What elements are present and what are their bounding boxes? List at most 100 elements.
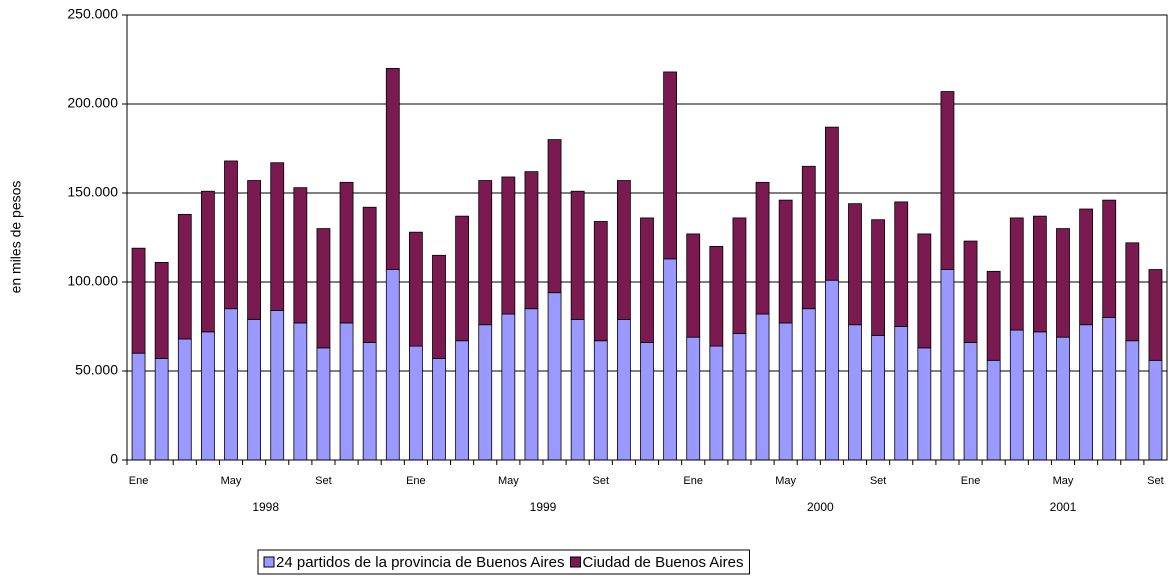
x-tick-label: May — [221, 475, 242, 487]
bar — [1148, 269, 1163, 361]
bar — [478, 180, 493, 326]
bar — [917, 347, 932, 461]
bar — [1148, 359, 1163, 461]
bar — [640, 217, 654, 343]
x-tick-label: Set — [870, 475, 887, 487]
bar — [1032, 331, 1047, 461]
bar — [940, 269, 955, 461]
y-tick-label: 0 — [110, 451, 118, 467]
bar — [154, 262, 169, 359]
bar — [478, 324, 493, 461]
bar — [755, 181, 770, 315]
bar — [1032, 215, 1047, 333]
legend-box — [257, 549, 750, 575]
bar — [732, 217, 747, 335]
x-tick-label: Set — [1147, 475, 1164, 487]
bar — [801, 165, 816, 310]
bar — [316, 228, 331, 349]
bar — [686, 233, 701, 338]
bar — [385, 269, 400, 461]
bar — [1125, 242, 1140, 342]
x-tick-label: May — [1053, 475, 1074, 487]
bar — [593, 221, 608, 342]
bar — [432, 254, 446, 359]
bar — [177, 338, 192, 461]
bar — [778, 199, 793, 324]
bar — [848, 324, 862, 461]
bar — [547, 139, 562, 294]
bar — [408, 345, 423, 461]
bar — [1056, 228, 1070, 338]
y-tick-label: 50.000 — [75, 362, 118, 378]
bar — [871, 219, 886, 336]
bar — [432, 358, 446, 461]
bar — [270, 162, 285, 311]
x-group-label: 2001 — [1050, 500, 1077, 514]
bar — [524, 171, 539, 310]
bar — [316, 347, 331, 461]
bar — [1009, 217, 1024, 331]
bar — [247, 180, 262, 320]
bar — [200, 331, 215, 461]
bar — [686, 336, 701, 461]
legend-label: 24 partidos de la provincia de Buenos Ai… — [276, 554, 565, 571]
bar — [1079, 208, 1094, 326]
bar — [1102, 199, 1117, 318]
x-tick-label: Ene — [129, 475, 149, 487]
bar — [709, 345, 724, 461]
x-group-label: 2000 — [807, 500, 834, 514]
y-axis-label: en miles de pesos — [8, 181, 24, 294]
bar — [963, 342, 978, 461]
bar — [177, 213, 192, 340]
x-tick-label: Set — [315, 475, 332, 487]
y-tick-label: 150.000 — [67, 184, 118, 200]
bar — [570, 318, 585, 461]
x-group-label: 1999 — [530, 500, 557, 514]
bar — [709, 245, 724, 347]
bar — [732, 333, 747, 461]
bar — [200, 190, 215, 333]
bar — [616, 318, 631, 461]
bar — [1102, 317, 1117, 461]
bar — [270, 310, 285, 461]
bar — [894, 201, 909, 327]
bar — [339, 181, 354, 324]
x-tick-label: Set — [593, 475, 610, 487]
bar — [848, 203, 862, 326]
legend-swatch — [263, 556, 275, 568]
bar — [570, 190, 585, 320]
bar — [824, 279, 839, 461]
bar — [501, 176, 516, 315]
bar — [547, 292, 562, 461]
bar — [986, 270, 1001, 361]
bar — [293, 322, 308, 461]
bar — [663, 71, 678, 260]
bar — [824, 126, 839, 281]
bar — [917, 233, 932, 349]
bar — [131, 247, 146, 354]
bar — [755, 313, 770, 461]
bar — [131, 352, 146, 461]
bar — [224, 308, 238, 461]
x-tick-label: Ene — [961, 475, 981, 487]
bar — [501, 313, 516, 461]
bar — [871, 334, 886, 461]
bar — [1125, 340, 1140, 461]
x-tick-label: May — [498, 475, 519, 487]
bar — [986, 359, 1001, 461]
bar — [293, 187, 308, 324]
y-tick-label: 200.000 — [67, 95, 118, 111]
bar — [455, 340, 470, 461]
legend-swatch — [570, 556, 582, 568]
bar — [663, 258, 678, 461]
x-tick-label: May — [775, 475, 796, 487]
bar — [894, 326, 909, 461]
bar — [940, 91, 955, 270]
bar — [593, 340, 608, 461]
bar — [362, 342, 377, 461]
bar — [801, 308, 816, 461]
bar — [224, 160, 238, 310]
legend: 24 partidos de la provincia de Buenos Ai… — [257, 549, 750, 575]
bar — [247, 318, 262, 461]
